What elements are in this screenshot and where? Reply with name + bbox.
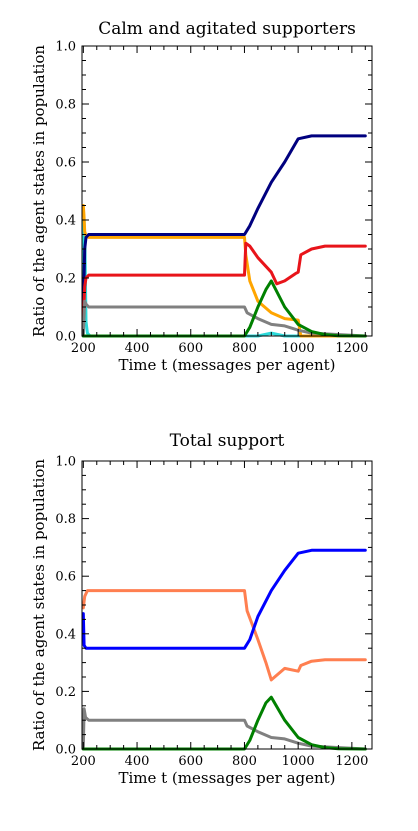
plot-frame [81,460,373,750]
x-tick-label: 1200 [335,341,368,356]
series-line-5 [81,299,367,338]
series-line-1 [81,589,367,682]
x-tick-label: 200 [71,754,96,769]
x-axis-label: Time t (messages per agent) [118,356,335,374]
chart-title: Total support [170,431,285,451]
y-tick-label: 0.6 [55,570,76,585]
y-axis: 0.0 0.2 0.4 0.6 0.8 1.0 [55,40,372,345]
x-axis: 200 400 600 800 1000 1200 [71,461,368,769]
series-group [81,134,367,338]
series-line-2 [81,204,367,338]
x-tick-label: 1000 [282,341,315,356]
x-tick-label: 1200 [335,754,368,769]
y-axis-label: Ratio of the agent states in population [30,459,48,752]
chart-title: Calm and agitated supporters [98,19,356,39]
x-tick-label: 1000 [282,754,315,769]
y-tick-label: 0.0 [55,743,76,758]
y-tick-label: 0.2 [55,685,76,700]
chart-calm-and-agitated-supporters: Calm and agitated supporters 200 400 600 800… [30,19,373,374]
x-tick-label: 600 [178,341,203,356]
y-tick-label: 0.4 [55,214,76,229]
x-axis: 200 400 600 800 1000 1200 [71,46,368,356]
y-tick-label: 0.8 [55,98,76,113]
y-tick-label: 0.6 [55,156,76,171]
series-line-3 [81,134,367,315]
x-tick-label: 600 [178,754,203,769]
x-tick-label: 200 [71,341,96,356]
y-tick-label: 0.4 [55,627,76,642]
series-line-2 [81,548,367,650]
plot-frame [81,45,373,337]
x-tick-label: 400 [125,341,150,356]
series-group [81,548,367,751]
y-axis-label: Ratio of the agent states in population [30,45,48,338]
y-tick-label: 1.0 [55,455,76,470]
y-tick-label: 0.2 [55,272,76,287]
y-tick-label: 0.0 [55,330,76,345]
series-line-3 [81,707,367,751]
y-tick-label: 0.8 [55,512,76,527]
x-axis-label: Time t (messages per agent) [118,769,335,787]
x-tick-label: 800 [232,754,257,769]
x-tick-label: 400 [125,754,150,769]
series-line-4 [81,695,367,751]
y-tick-label: 1.0 [55,40,76,55]
x-tick-label: 800 [232,341,257,356]
series-line-4 [81,241,367,323]
y-axis: 0.0 0.2 0.4 0.6 0.8 1.0 [55,455,372,758]
